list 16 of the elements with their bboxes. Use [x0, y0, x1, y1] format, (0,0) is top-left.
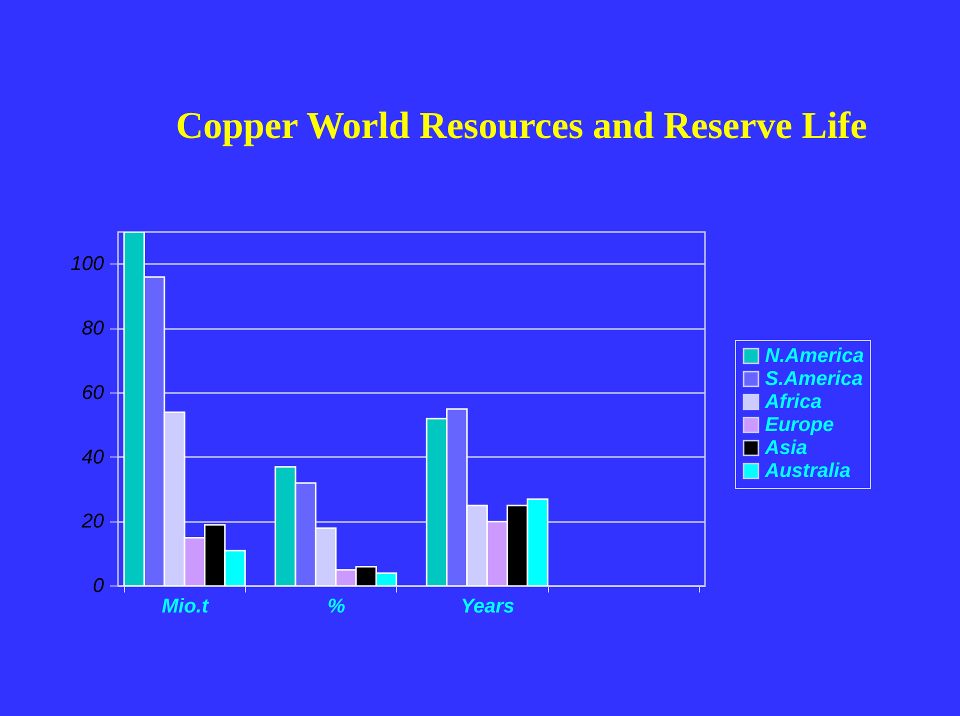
- legend-label: S.America: [765, 368, 863, 390]
- y-tick-label: 40: [82, 446, 104, 468]
- legend-label: Europe: [765, 414, 834, 436]
- y-tick-label: 100: [70, 253, 104, 276]
- y-tick-label: 20: [80, 510, 104, 533]
- x-tick-label: Years: [460, 596, 515, 618]
- legend-label: Australia: [764, 460, 851, 482]
- x-tick-label: %: [327, 596, 346, 618]
- chart-title: Copper World Resources and Reserve Life: [176, 105, 868, 147]
- y-tick-label: 0: [92, 575, 104, 597]
- y-tick-label: 60: [82, 382, 104, 404]
- legend-label: N.America: [765, 345, 864, 367]
- y-tick-label: 80: [82, 318, 104, 340]
- x-tick-label: Mio.t: [162, 596, 210, 618]
- legend-label: Africa: [764, 391, 822, 413]
- legend-label: Asia: [764, 437, 808, 459]
